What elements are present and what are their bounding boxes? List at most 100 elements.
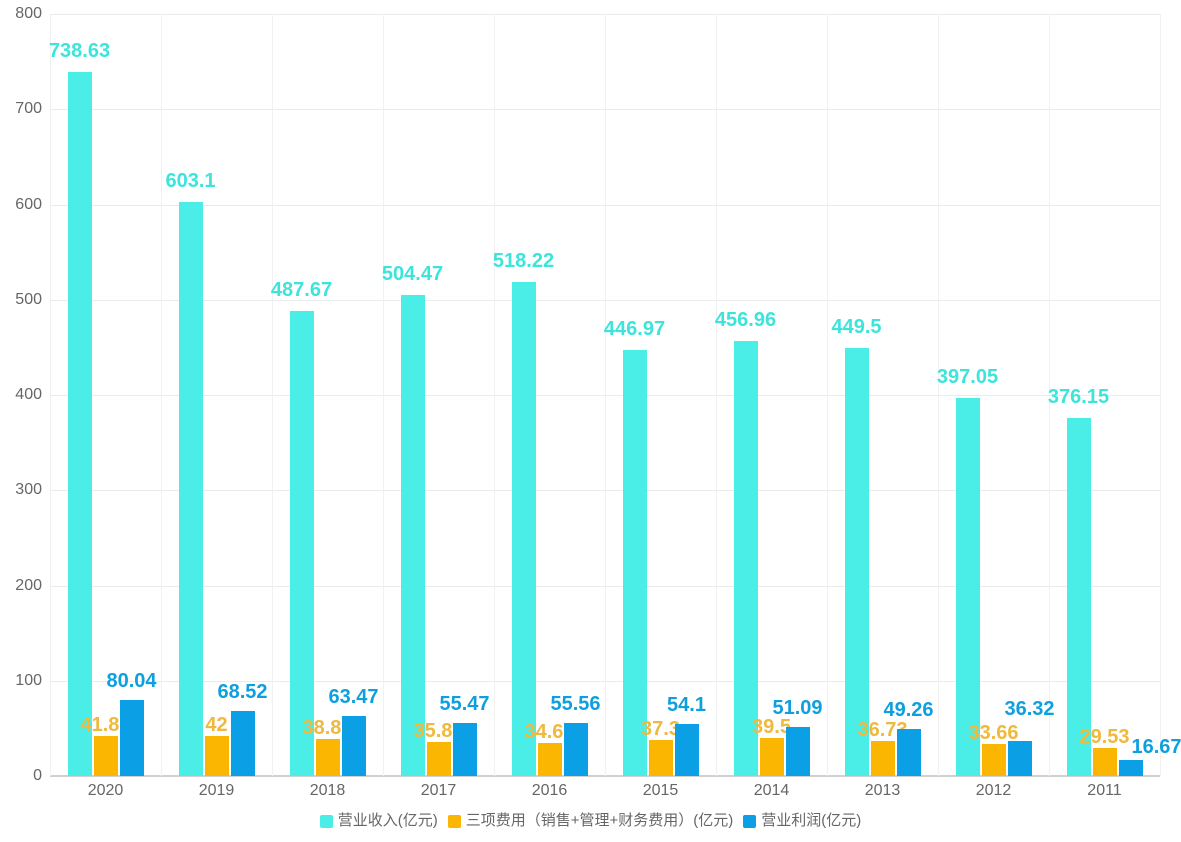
bar-operating-profit <box>896 729 921 776</box>
x-axis-category-label: 2015 <box>642 782 679 799</box>
bar-value-label-operating-profit: 54.1 <box>667 694 706 717</box>
legend-swatch-revenue <box>319 814 333 828</box>
bar-three-expenses <box>870 741 895 776</box>
bar-operating-profit <box>1007 741 1032 776</box>
y-axis-tick-label: 200 <box>15 576 42 594</box>
legend-item-revenue[interactable]: 营业收入(亿元) <box>319 812 438 830</box>
x-axis-category-label: 2019 <box>198 782 235 799</box>
bar-operating-profit <box>230 710 255 776</box>
bar-revenue <box>67 72 92 776</box>
bar-three-expenses <box>315 738 340 776</box>
bar-value-label-revenue: 603.1 <box>165 169 216 192</box>
bar-revenue <box>622 350 647 776</box>
x-axis-category-label: 2013 <box>864 782 901 799</box>
bar-value-label-operating-profit: 80.04 <box>106 669 157 692</box>
y-axis-tick-label: 500 <box>15 290 42 308</box>
y-axis-tick-label: 800 <box>15 5 42 22</box>
bar-value-label-three-expenses: 36.73 <box>857 719 908 741</box>
bar-value-label-revenue: 456.96 <box>714 308 777 331</box>
bar-value-label-operating-profit: 49.26 <box>883 699 934 722</box>
bar-value-label-three-expenses: 29.53 <box>1079 725 1130 748</box>
y-axis-tick-label: 300 <box>15 481 42 499</box>
bar-value-label-three-expenses: 33.66 <box>968 721 1019 744</box>
bar-operating-profit <box>785 727 810 776</box>
legend-item-three-expenses[interactable]: 三项费用（销售+管理+财务费用）(亿元) <box>447 812 734 830</box>
y-axis-tick-label: 100 <box>15 671 42 689</box>
legend-item-label: 营业利润(亿元) <box>761 812 862 829</box>
bar-revenue <box>400 295 425 776</box>
bar-value-label-operating-profit: 63.47 <box>328 685 379 708</box>
gridline-vertical <box>605 14 606 776</box>
gridline-vertical <box>827 14 828 776</box>
bar-value-label-three-expenses: 35.86 <box>413 719 464 742</box>
bar-three-expenses <box>204 735 229 776</box>
bar-three-expenses <box>426 741 451 776</box>
bar-value-label-three-expenses: 38.89 <box>302 716 353 739</box>
bar-value-label-revenue: 397.05 <box>936 365 999 388</box>
bar-value-label-revenue: 376.15 <box>1047 385 1110 408</box>
legend-item-label: 营业收入(亿元) <box>337 812 438 829</box>
bar-value-label-revenue: 504.47 <box>381 263 444 286</box>
bar-operating-profit <box>119 699 144 776</box>
gridline-vertical <box>50 14 51 776</box>
gridline-vertical <box>1160 14 1161 776</box>
bar-three-expenses <box>648 740 673 776</box>
gridline-vertical <box>161 14 162 776</box>
gridline-vertical <box>272 14 273 776</box>
legend-item-label: 三项费用（销售+管理+财务费用）(亿元) <box>465 812 734 829</box>
bar-operating-profit <box>563 723 588 776</box>
bar-three-expenses <box>981 743 1006 776</box>
y-axis-tick-label: 600 <box>15 195 42 213</box>
bar-value-label-three-expenses: 39.5 <box>752 716 791 739</box>
x-axis-category-label: 2017 <box>420 782 457 799</box>
gridline-vertical <box>383 14 384 776</box>
x-axis-category-label: 2018 <box>309 782 346 799</box>
gridline-vertical <box>1049 14 1050 776</box>
gridline-vertical <box>494 14 495 776</box>
legend-swatch-three-expenses <box>447 814 461 828</box>
bar-value-label-three-expenses: 41.81 <box>80 714 131 737</box>
bar-three-expenses <box>759 738 784 776</box>
bar-value-label-three-expenses: 34.61 <box>524 721 575 744</box>
bar-value-label-operating-profit: 68.52 <box>217 680 268 703</box>
bar-value-label-operating-profit: 55.56 <box>550 693 601 716</box>
bar-value-label-revenue: 518.22 <box>492 250 555 273</box>
bar-three-expenses <box>93 736 118 776</box>
x-axis-line <box>50 775 1160 777</box>
legend-swatch-operating-profit <box>743 814 757 828</box>
bar-value-label-operating-profit: 51.09 <box>772 697 823 720</box>
y-axis-tick-label: 700 <box>15 100 42 118</box>
bar-value-label-operating-profit: 36.32 <box>1004 698 1055 721</box>
bar-operating-profit <box>1118 760 1143 776</box>
x-axis-category-label: 2012 <box>975 782 1012 799</box>
x-axis-category-label: 2020 <box>87 782 124 799</box>
bar-value-label-revenue: 449.5 <box>831 315 882 338</box>
bar-revenue <box>289 311 314 776</box>
y-axis-tick-label: 400 <box>15 386 42 403</box>
bar-revenue <box>844 347 869 776</box>
bar-value-label-revenue: 446.97 <box>603 318 666 341</box>
bar-three-expenses <box>537 743 562 776</box>
bar-revenue <box>511 282 536 776</box>
x-axis-category-label: 2011 <box>1087 782 1122 799</box>
legend: 营业收入(亿元) 三项费用（销售+管理+财务费用）(亿元) 营业利润(亿元) <box>0 812 1181 830</box>
bar-revenue <box>178 201 203 776</box>
bar-revenue <box>733 340 758 776</box>
bar-value-label-revenue: 487.67 <box>270 279 333 302</box>
bar-value-label-operating-profit: 55.47 <box>439 693 490 716</box>
bar-value-label-three-expenses: 37.3 <box>641 718 680 741</box>
x-axis-category-label: 2016 <box>531 782 568 799</box>
gridline-vertical <box>938 14 939 776</box>
bar-value-label-revenue: 738.63 <box>48 40 111 63</box>
bar-value-label-operating-profit: 16.67 <box>1131 736 1181 759</box>
bar-operating-profit <box>452 723 477 776</box>
bar-revenue <box>955 397 980 776</box>
bar-revenue <box>1066 417 1091 776</box>
legend-item-operating-profit[interactable]: 营业利润(亿元) <box>743 812 861 830</box>
bar-value-label-three-expenses: 42 <box>205 713 228 736</box>
bar-three-expenses <box>1092 747 1117 776</box>
gridline-vertical <box>716 14 717 776</box>
bar-operating-profit <box>341 715 366 776</box>
